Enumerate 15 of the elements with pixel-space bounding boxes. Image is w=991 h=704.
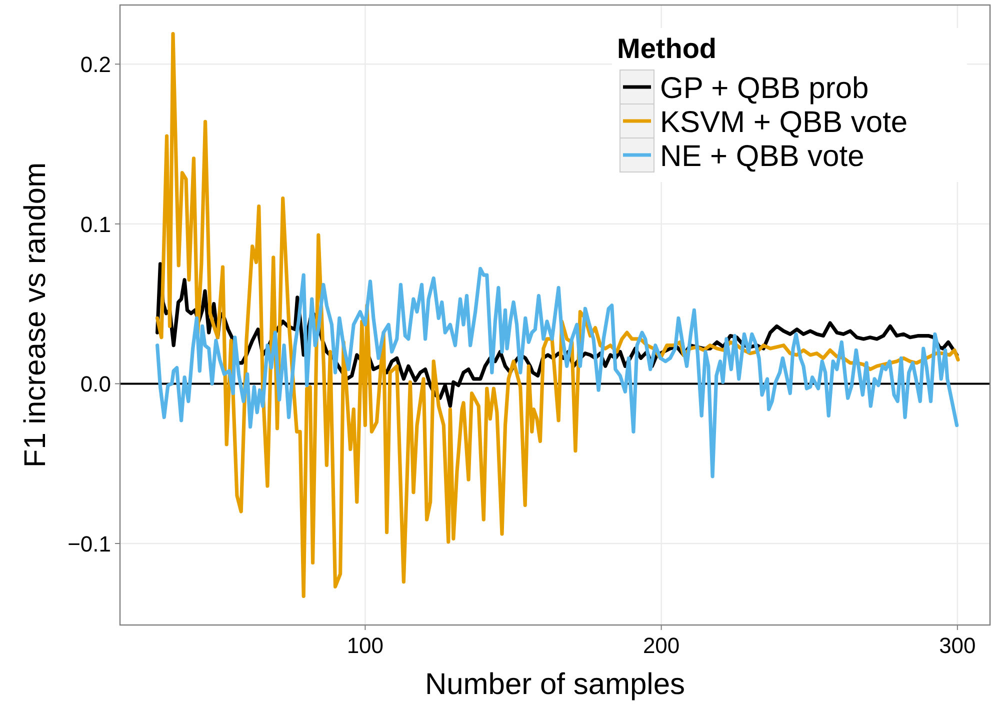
- y-axis-title: F1 increase vs random: [19, 162, 52, 468]
- x-tick-label: 100: [346, 633, 384, 658]
- legend-label: GP + QBB prob: [660, 72, 869, 105]
- x-tick-label: 200: [642, 633, 680, 658]
- x-tick-label: 300: [939, 633, 976, 658]
- y-tick-label: 0.0: [80, 372, 111, 397]
- y-tick-label: −0.1: [68, 532, 111, 557]
- legend-label: KSVM + QBB vote: [660, 106, 908, 139]
- line-series: [156, 266, 959, 478]
- legend-title: Method: [617, 33, 717, 64]
- y-tick-label: 0.2: [80, 52, 111, 78]
- legend-label: NE + QBB vote: [660, 140, 864, 173]
- x-axis-title: Number of samples: [424, 668, 686, 701]
- y-tick-label: 0.1: [80, 212, 111, 237]
- line-series: [156, 32, 960, 598]
